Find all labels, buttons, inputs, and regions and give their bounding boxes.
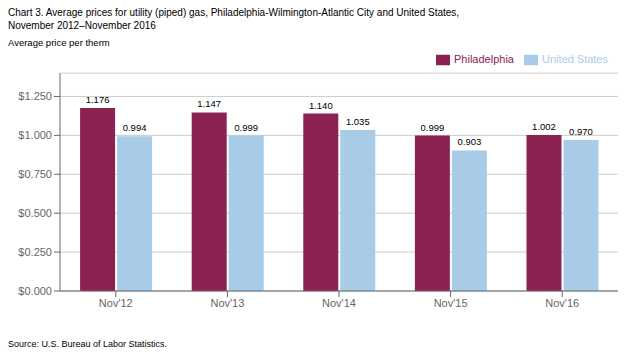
html-text:Chart 3. Average prices for ut: Chart 3. Average prices for utility (pip… bbox=[8, 7, 460, 18]
svg-text:0.999: 0.999 bbox=[420, 122, 444, 133]
svg-text:$1.250: $1.250 bbox=[18, 90, 52, 102]
svg-text:$0.250: $0.250 bbox=[18, 246, 52, 258]
svg-text:1.002: 1.002 bbox=[532, 121, 556, 132]
svg-text:1.147: 1.147 bbox=[197, 98, 221, 109]
svg-text:0.994: 0.994 bbox=[123, 122, 147, 133]
svg-text:0.970: 0.970 bbox=[569, 126, 593, 137]
svg-text:1.035: 1.035 bbox=[346, 116, 370, 127]
html-text:Average price per therm: Average price per therm bbox=[8, 37, 110, 48]
svg-text:Nov'14: Nov'14 bbox=[322, 297, 356, 309]
svg-text:Nov'16: Nov'16 bbox=[545, 297, 579, 309]
html-text:Source: U.S. Bureau of Labor S: Source: U.S. Bureau of Labor Statistics. bbox=[8, 339, 168, 349]
html-text:United States: United States bbox=[542, 53, 608, 65]
svg-text:$1.000: $1.000 bbox=[18, 129, 52, 141]
svg-text:Nov'12: Nov'12 bbox=[99, 297, 133, 309]
svg-text:$0.000: $0.000 bbox=[18, 285, 52, 297]
html-text:Philadelphia: Philadelphia bbox=[454, 53, 514, 65]
html-text:November 2012–November 2016: November 2012–November 2016 bbox=[8, 20, 156, 31]
svg-text:$0.500: $0.500 bbox=[18, 207, 52, 219]
svg-text:0.999: 0.999 bbox=[234, 122, 258, 133]
svg-text:Nov'15: Nov'15 bbox=[434, 297, 468, 309]
svg-text:1.176: 1.176 bbox=[86, 94, 110, 105]
svg-text:Nov'13: Nov'13 bbox=[210, 297, 244, 309]
svg-text:$0.750: $0.750 bbox=[18, 168, 52, 180]
svg-text:1.140: 1.140 bbox=[309, 100, 333, 111]
svg-text:0.903: 0.903 bbox=[457, 136, 481, 147]
